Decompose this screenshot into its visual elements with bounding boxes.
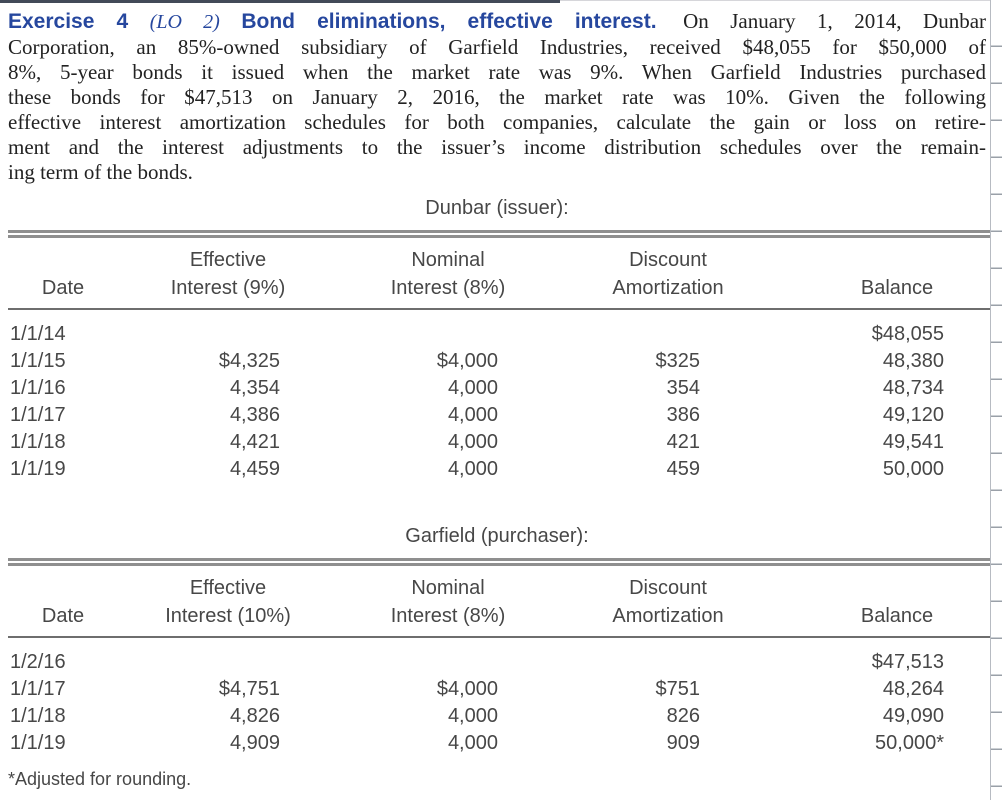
table-cell: 4,000 — [447, 377, 498, 399]
table-cell: 1/1/16 — [10, 377, 66, 399]
table-row: 1/1/19 4,459 4,000 459 50,000 — [8, 456, 990, 483]
table-cell: 4,000 — [447, 431, 498, 453]
table-cell: 4,000 — [447, 732, 498, 754]
table-cell: $47,513 — [871, 651, 944, 673]
column-header-effective-interest: Effective Interest (9%) — [118, 234, 338, 310]
table-row: 1/1/18 4,826 4,000 826 49,090 — [8, 703, 990, 730]
column-header-date: Date — [8, 562, 118, 638]
table-caption-garfield: Garfield (purchaser): — [405, 525, 589, 547]
table-row: 1/1/17 $4,751 $4,000 $751 48,264 — [8, 676, 990, 703]
table-cell: 4,459 — [229, 458, 280, 480]
table-cell: $751 — [655, 678, 701, 700]
table-cell: 48,380 — [882, 350, 944, 372]
table-cell — [118, 637, 338, 676]
table-cell: 1/1/15 — [10, 350, 66, 372]
paragraph-line: Corporation, an 85%-owned subsidiary of … — [8, 35, 986, 59]
table-cell: 826 — [666, 705, 700, 727]
table-cell: 1/2/16 — [10, 651, 66, 673]
table-cell: $4,751 — [218, 678, 280, 700]
table-header: Date Effective Interest (10%) Nominal Inte… — [8, 562, 990, 638]
amortization-table-garfield: Date Effective Interest (10%) Nominal Inte… — [8, 558, 990, 757]
table-header: Date Effective Interest (9%) Nominal Inter… — [8, 234, 990, 310]
column-header-balance: Balance — [778, 234, 990, 310]
notebook-edge-ruler — [990, 0, 1002, 800]
table-cell — [558, 637, 778, 676]
table-cell: 4,000 — [447, 705, 498, 727]
table-cell — [338, 637, 558, 676]
table-cell: 4,000 — [447, 458, 498, 480]
table-cell: 1/1/18 — [10, 431, 66, 453]
table-cell: 386 — [666, 404, 700, 426]
rounding-footnote: *Adjusted for rounding. — [8, 769, 192, 789]
paragraph-line: effective interest amortization schedule… — [8, 110, 986, 134]
table-cell: 1/1/18 — [10, 705, 66, 727]
table-cell: 909 — [666, 732, 700, 754]
table-cell: 48,734 — [882, 377, 944, 399]
table-cell: 49,090 — [882, 705, 944, 727]
table-row: 1/1/18 4,421 4,000 421 49,541 — [8, 429, 990, 456]
table-cell: 421 — [666, 431, 700, 453]
table-cell: 4,354 — [229, 377, 280, 399]
column-header-discount-amortization: Discount Amortization — [558, 234, 778, 310]
paragraph-line: Exercise 4 (LO 2) Bond eliminations, eff… — [8, 9, 986, 35]
table-header-row: Date Effective Interest (9%) Nominal Inter… — [8, 234, 990, 310]
paragraph-line: ment and the interest adjustments to the… — [8, 135, 986, 159]
table-row: 1/2/16 $47,513 — [8, 637, 990, 676]
table-cell: $4,000 — [436, 350, 498, 372]
table-cell — [338, 309, 558, 348]
table-cell: 1/1/19 — [10, 458, 66, 480]
exercise-paragraph: Exercise 4 (LO 2) Bond eliminations, eff… — [8, 9, 986, 185]
table-caption-dunbar: Dunbar (issuer): — [425, 197, 569, 219]
table-cell: 354 — [666, 377, 700, 399]
scan-edge-hairline — [560, 0, 990, 1]
column-header-effective-interest: Effective Interest (10%) — [118, 562, 338, 638]
table-cell: 4,826 — [229, 705, 280, 727]
table-cell: $48,055 — [871, 323, 944, 345]
table-cell: 1/1/19 — [10, 732, 66, 754]
paragraph-line: ing term of the bonds. — [8, 160, 193, 184]
exercise-title: Bond eliminations, effective interest. — [241, 10, 657, 33]
table-cell: 4,421 — [229, 431, 280, 453]
amortization-table-dunbar: Date Effective Interest (9%) Nominal Inter… — [8, 230, 990, 483]
table-header-row: Date Effective Interest (10%) Nominal Inte… — [8, 562, 990, 638]
table-cell: 48,264 — [882, 678, 944, 700]
column-header-discount-amortization: Discount Amortization — [558, 562, 778, 638]
column-header-balance: Balance — [778, 562, 990, 638]
table-cell: 459 — [666, 458, 700, 480]
page-content: Exercise 4 (LO 2) Bond eliminations, eff… — [8, 9, 990, 790]
table-cell: $325 — [655, 350, 701, 372]
table-cell: $4,325 — [218, 350, 280, 372]
table-cell: 49,541 — [882, 431, 944, 453]
exercise-label: Exercise 4 — [8, 10, 129, 33]
column-header-date: Date — [8, 234, 118, 310]
table-body: 1/1/14 $48,055 1/1/15 $4,325 $4,000 $325 48,38… — [8, 309, 990, 483]
table-row: 1/1/17 4,386 4,000 386 49,120 — [8, 402, 990, 429]
table-cell — [118, 309, 338, 348]
table-cell: $4,000 — [436, 678, 498, 700]
scan-edge-artifact — [0, 0, 560, 3]
table-row: 1/1/16 4,354 4,000 354 48,734 — [8, 375, 990, 402]
table-cell: 1/1/17 — [10, 404, 66, 426]
table-cell: 1/1/14 — [10, 323, 66, 345]
table-cell: 1/1/17 — [10, 678, 66, 700]
table-cell: 4,000 — [447, 404, 498, 426]
column-header-nominal-interest: Nominal Interest (8%) — [338, 562, 558, 638]
table-cell — [558, 309, 778, 348]
table-row: 1/1/14 $48,055 — [8, 309, 990, 348]
table-row: 1/1/19 4,909 4,000 909 50,000* — [8, 730, 990, 757]
table-cell: 50,000* — [875, 732, 944, 754]
table-body: 1/2/16 $47,513 1/1/17 $4,751 $4,000 $751 48,26… — [8, 637, 990, 757]
table-cell: 4,909 — [229, 732, 280, 754]
column-header-nominal-interest: Nominal Interest (8%) — [338, 234, 558, 310]
table-cell: 50,000 — [882, 458, 944, 480]
table-cell: 49,120 — [882, 404, 944, 426]
paragraph-line: 8%, 5-year bonds it issued when the mark… — [8, 60, 986, 84]
paragraph-line: these bonds for $47,513 on January 2, 20… — [8, 85, 986, 109]
table-cell: 4,386 — [229, 404, 280, 426]
table-row: 1/1/15 $4,325 $4,000 $325 48,380 — [8, 348, 990, 375]
learning-objective-label: (LO 2) — [149, 11, 220, 33]
paragraph-text: On January 1, 2014, Dunbar — [683, 9, 987, 33]
